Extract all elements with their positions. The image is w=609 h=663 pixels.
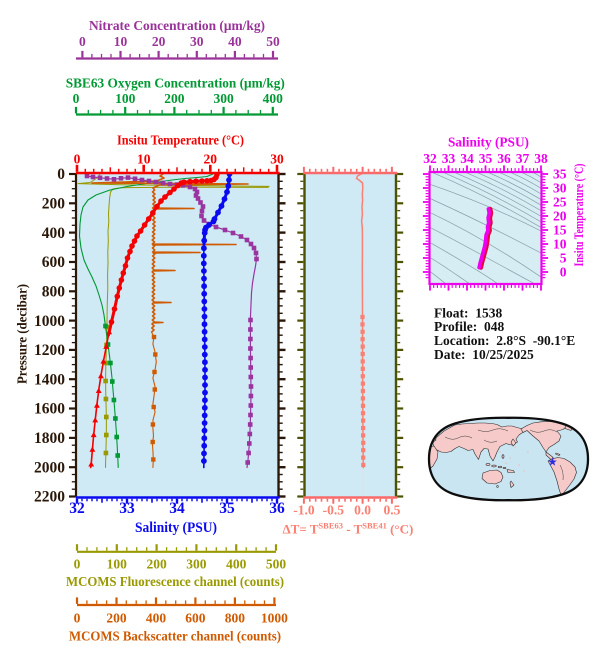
svg-text:10: 10 [137,152,151,167]
svg-text:200: 200 [146,557,167,572]
svg-text:50: 50 [266,34,280,49]
svg-text:0: 0 [79,34,86,49]
svg-text:35: 35 [479,151,493,166]
svg-text:0.0: 0.0 [354,503,371,518]
svg-text:35: 35 [553,167,567,182]
svg-text:33: 33 [442,151,456,166]
svg-text:0: 0 [73,91,80,106]
svg-text:1000: 1000 [34,313,65,330]
svg-text:Float: 1538: Float: 1538 [434,306,502,321]
svg-text:0: 0 [57,166,65,183]
svg-text:200: 200 [164,91,185,106]
svg-text:1000: 1000 [261,611,288,626]
svg-text:32: 32 [69,500,85,517]
svg-text:Salinity (PSU): Salinity (PSU) [135,520,217,536]
svg-text:800: 800 [225,611,246,626]
svg-text:30: 30 [190,34,204,49]
svg-text:0: 0 [74,152,81,167]
svg-text:Profile: 048: Profile: 048 [434,319,504,334]
svg-text:5: 5 [560,251,567,266]
svg-text:15: 15 [553,223,567,238]
svg-text:600: 600 [42,254,66,271]
svg-text:36: 36 [269,500,285,517]
svg-text:Insitu Temperature (°C): Insitu Temperature (°C) [571,164,586,267]
svg-text:0: 0 [560,265,567,280]
svg-text:1600: 1600 [34,401,65,418]
svg-text:34: 34 [460,151,474,166]
svg-text:2000: 2000 [34,459,65,476]
svg-text:1200: 1200 [34,342,65,359]
svg-text:400: 400 [226,557,247,572]
svg-text:200: 200 [106,611,127,626]
svg-text:Location: 2.8°S -90.1°E: Location: 2.8°S -90.1°E [434,333,575,348]
svg-text:32: 32 [423,151,437,166]
svg-text:36: 36 [497,151,511,166]
svg-text:Insitu Temperature (°C): Insitu Temperature (°C) [117,133,244,148]
svg-text:400: 400 [263,91,284,106]
svg-text:38: 38 [534,151,548,166]
svg-text:Nitrate Concentration (μm/kg): Nitrate Concentration (μm/kg) [89,18,265,33]
svg-text:100: 100 [107,557,128,572]
svg-text:300: 300 [186,557,207,572]
svg-text:MCOMS Backscatter channel (cou: MCOMS Backscatter channel (counts) [69,629,281,644]
svg-text:20: 20 [553,209,567,224]
svg-text:SBE63 Oxygen Concentration (μm: SBE63 Oxygen Concentration (μm/kg) [66,76,285,91]
svg-text:20: 20 [204,152,218,167]
svg-text:0: 0 [74,611,81,626]
svg-text:10: 10 [553,237,567,252]
svg-text:500: 500 [266,557,287,572]
svg-text:Pressure (decibar): Pressure (decibar) [16,284,31,384]
svg-text:Date: 10/25/2025: Date: 10/25/2025 [434,347,534,362]
svg-text:34: 34 [169,500,185,517]
svg-text:100: 100 [115,91,136,106]
svg-text:30: 30 [553,181,567,196]
svg-text:300: 300 [213,91,234,106]
svg-text:37: 37 [516,151,530,166]
svg-text:Salinity (PSU): Salinity (PSU) [448,135,529,150]
svg-text:1800: 1800 [34,430,65,447]
svg-text:MCOMS Fluorescence channel (co: MCOMS Fluorescence channel (counts) [66,574,284,589]
svg-text:-0.5: -0.5 [323,503,345,518]
svg-text:0: 0 [74,557,81,572]
svg-text:0.5: 0.5 [383,503,400,518]
svg-text:400: 400 [42,225,66,242]
svg-text:ΔT= TSBE63 - TSBE41 (°C): ΔT= TSBE63 - TSBE41 (°C) [283,521,414,537]
svg-text:-1.0: -1.0 [293,503,315,518]
svg-text:800: 800 [42,284,66,301]
svg-text:10: 10 [114,34,128,49]
svg-text:25: 25 [553,195,567,210]
svg-text:30: 30 [270,152,284,167]
svg-text:20: 20 [152,34,166,49]
svg-text:35: 35 [219,500,235,517]
svg-text:200: 200 [42,196,66,213]
svg-text:400: 400 [146,611,167,626]
svg-text:40: 40 [228,34,242,49]
svg-text:600: 600 [185,611,206,626]
svg-text:33: 33 [119,500,135,517]
svg-text:2200: 2200 [34,489,65,506]
svg-text:1400: 1400 [34,371,65,388]
